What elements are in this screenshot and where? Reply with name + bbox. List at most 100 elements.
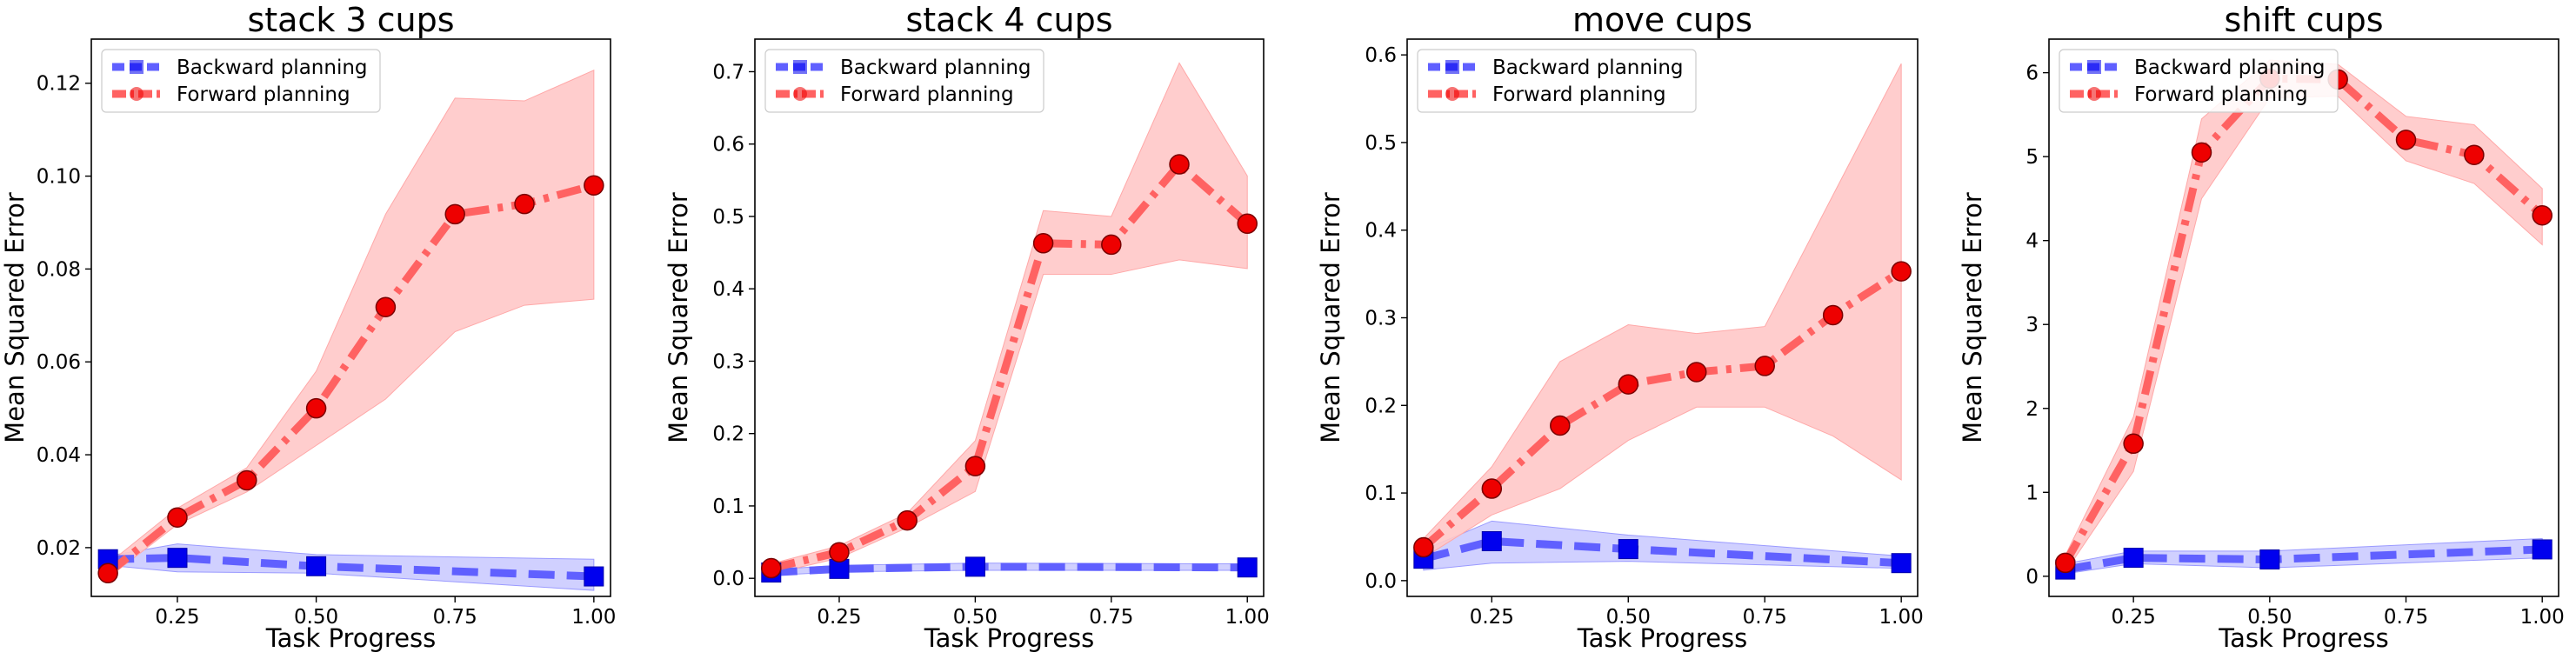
axes-frame <box>754 38 1265 597</box>
forward-data-point <box>1550 415 1571 436</box>
backward-series-line <box>108 554 595 581</box>
y-tick-label: 0.06 <box>37 351 81 374</box>
forward-series-line <box>770 160 1251 572</box>
forward-legend-marker <box>2087 87 2101 101</box>
y-tick-label: 0.2 <box>712 423 744 446</box>
x-tick-label: 0.50 <box>294 606 338 629</box>
y-tick-label: 0.2 <box>1365 395 1397 417</box>
forward-legend-marker <box>1445 87 1459 101</box>
forward-data-point <box>761 557 782 579</box>
forward-data-point <box>2532 204 2553 226</box>
y-tick-label: 0.3 <box>712 350 744 373</box>
forward-legend-marker <box>130 87 143 101</box>
y-tick-label: 0 <box>2025 566 2039 589</box>
forward-data-point <box>167 507 188 528</box>
forward-confidence-band <box>107 70 595 579</box>
chart-panel-1: 0.25 0.50 0.75 1.00 0.02 0.04 0.06 0.08 0.10 0.12… <box>0 1 616 653</box>
forward-data-point <box>1237 213 1258 235</box>
chart-title: stack 3 cups <box>247 1 454 39</box>
y-tick-label: 4 <box>2025 230 2039 253</box>
x-tick-label: 1.00 <box>1879 606 1924 629</box>
x-axis-label: Task Progress <box>1577 623 1748 653</box>
y-tick-label: 0.5 <box>1365 132 1397 155</box>
forward-data-point <box>1101 234 1122 256</box>
forward-data-point <box>1169 154 1190 175</box>
y-tick-label: 0.12 <box>37 73 81 96</box>
y-tick-label: 0.08 <box>37 258 81 281</box>
forward-confidence-band <box>1423 63 1902 559</box>
backward-legend-label: Backward planning <box>840 57 1031 79</box>
x-axis-label: Task Progress <box>2218 623 2389 653</box>
x-tick-label: 1.00 <box>2520 606 2565 629</box>
y-tick-label: 0.1 <box>712 496 744 518</box>
forward-data-point <box>1481 478 1503 499</box>
forward-confidence-band <box>2065 59 2543 574</box>
y-tick-label: 0.5 <box>712 206 744 229</box>
x-axis-label: Task Progress <box>924 623 1095 653</box>
y-tick-label: 0.04 <box>37 444 81 467</box>
legend-box <box>101 49 381 113</box>
forward-data-point <box>1822 304 1844 326</box>
forward-legend-label: Forward planning <box>177 83 350 106</box>
x-tick-label: 0.25 <box>155 606 199 629</box>
y-tick-label: 0.0 <box>712 568 744 590</box>
y-axis-label: Mean Squared Error <box>0 192 30 443</box>
forward-data-point <box>1891 261 1912 282</box>
chart-title: stack 4 cups <box>905 1 1112 39</box>
backward-data-point <box>1237 557 1258 578</box>
forward-data-point <box>375 296 397 317</box>
forward-data-point <box>829 542 850 562</box>
backward-data-point <box>964 556 985 577</box>
chart-panel-2: 0.25 0.50 0.75 1.00 0.0 0.1 0.2 0.3 0.4 0.5 0.6 0.7… <box>664 1 1270 653</box>
forward-data-point <box>584 175 604 196</box>
axes-frame <box>90 38 611 597</box>
chart-panel-4: 0.25 0.50 0.75 1.00 0 1 2 3 4 5 6 shift cups Task Pr… <box>1958 1 2565 653</box>
forward-data-point <box>1032 233 1054 254</box>
x-tick-label: 0.25 <box>2112 606 2156 629</box>
legend-box <box>2059 49 2339 113</box>
backward-legend-label: Backward planning <box>177 57 368 79</box>
backward-data-point <box>306 556 327 576</box>
backward-legend-marker <box>1445 60 1459 74</box>
forward-data-point <box>964 456 986 476</box>
backward-data-point <box>2532 539 2553 560</box>
backward-legend-marker <box>793 60 807 74</box>
backward-data-point <box>1481 531 1502 552</box>
y-tick-label: 0.02 <box>37 537 81 560</box>
forward-series-line <box>105 181 596 576</box>
y-tick-label: 0.4 <box>712 278 744 301</box>
backward-data-point <box>2259 549 2280 570</box>
x-tick-label: 1.00 <box>1225 606 1270 629</box>
x-tick-label: 0.75 <box>1743 606 1787 629</box>
chart-panel-3: 0.25 0.50 0.75 1.00 0.0 0.1 0.2 0.3 0.4 0.5 0.6 mov… <box>1316 1 1924 653</box>
y-axis-label: Mean Squared Error <box>664 192 693 443</box>
forward-data-point <box>2191 142 2212 163</box>
forward-data-point <box>2464 144 2485 165</box>
chart-title: shift cups <box>2224 1 2383 39</box>
forward-data-point <box>444 203 465 225</box>
y-tick-label: 1 <box>2025 482 2039 504</box>
y-tick-label: 0.0 <box>1365 570 1397 593</box>
y-tick-label: 3 <box>2025 314 2039 336</box>
backward-data-point <box>584 566 604 587</box>
backward-legend-marker <box>130 60 143 74</box>
forward-data-point <box>1618 374 1639 395</box>
forward-legend-label: Forward planning <box>1492 83 1666 106</box>
x-tick-label: 0.75 <box>1089 606 1133 629</box>
x-tick-label: 0.75 <box>2384 606 2428 629</box>
y-tick-label: 0.1 <box>1365 483 1397 505</box>
legend: Backward planning Forward planning <box>764 49 1044 113</box>
x-tick-label: 1.00 <box>571 606 616 629</box>
y-tick-label: 0.6 <box>712 134 744 156</box>
backward-series-line <box>2065 545 2543 574</box>
forward-data-point <box>1413 536 1434 558</box>
forward-data-point <box>897 509 918 531</box>
legend: Backward planning Forward planning <box>2059 49 2339 113</box>
forward-legend-label: Forward planning <box>840 83 1014 106</box>
y-tick-label: 5 <box>2025 146 2039 169</box>
backward-series-line <box>1422 537 1902 568</box>
x-tick-label: 0.75 <box>433 606 477 629</box>
x-tick-label: 0.50 <box>2247 606 2292 629</box>
backward-legend-marker <box>2087 60 2101 74</box>
forward-data-point <box>305 397 327 419</box>
